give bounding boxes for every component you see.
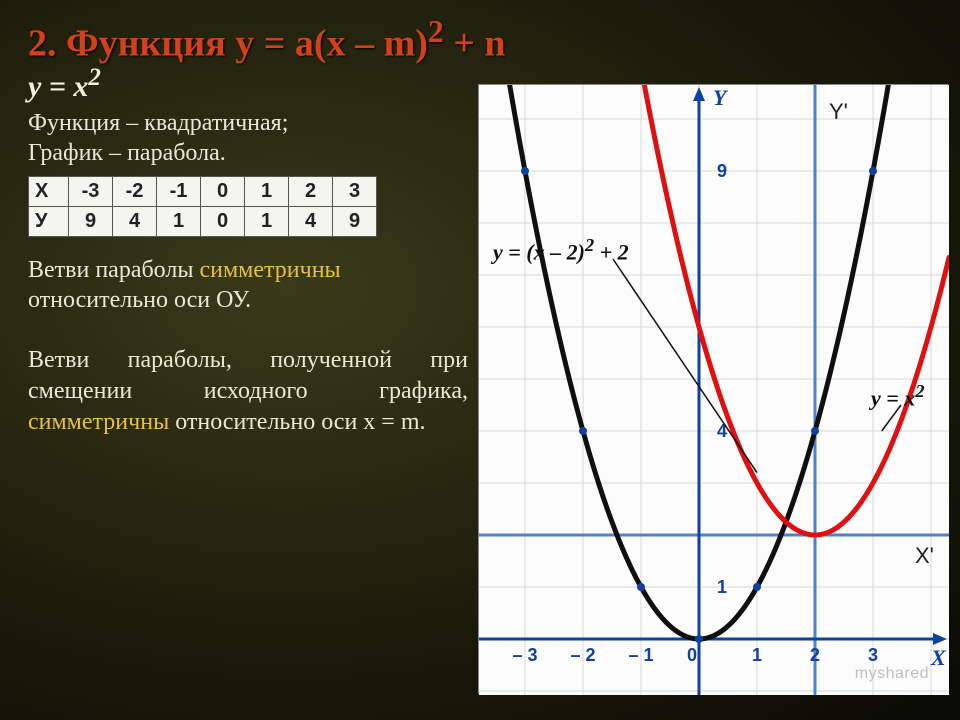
x-cell: 2	[289, 177, 333, 207]
x-prime-label: X'	[915, 543, 934, 569]
svg-text:3: 3	[868, 645, 878, 665]
svg-text:– 1: – 1	[628, 645, 653, 665]
watermark: myshared	[855, 665, 929, 683]
chart-area: – 3– 2– 11231490XY Y' X' y = x2 y = (x –…	[478, 84, 948, 694]
svg-text:9: 9	[717, 161, 727, 181]
equation-main: y = x2	[28, 64, 458, 104]
y-cell: 1	[245, 207, 289, 237]
y-cell: 1	[157, 207, 201, 237]
x-cell: 3	[333, 177, 377, 207]
svg-text:1: 1	[717, 577, 727, 597]
desc-line-2: График – парабола.	[28, 138, 458, 168]
svg-text:2: 2	[810, 645, 820, 665]
x-cell: 0	[201, 177, 245, 207]
x-cell: -3	[69, 177, 113, 207]
svg-text:– 3: – 3	[512, 645, 537, 665]
y-cell: 0	[201, 207, 245, 237]
x-cell: 1	[245, 177, 289, 207]
curve-label-base: y = x2	[871, 381, 924, 411]
x-cell: -2	[113, 177, 157, 207]
svg-text:0: 0	[687, 645, 697, 665]
left-column: y = x2 Функция – квадратичная; График – …	[28, 64, 458, 439]
x-cell: -1	[157, 177, 201, 207]
y-cell: 4	[113, 207, 157, 237]
paragraph-1: Ветви параболы симметричны относительно …	[28, 255, 458, 315]
svg-text:1: 1	[752, 645, 762, 665]
value-table: X -3 -2 -1 0 1 2 3 У 9 4 1 0 1 4 9	[28, 176, 377, 237]
y-cell: 9	[69, 207, 113, 237]
row-header-y: У	[29, 207, 69, 237]
table-row: У 9 4 1 0 1 4 9	[29, 207, 377, 237]
table-row: X -3 -2 -1 0 1 2 3	[29, 177, 377, 207]
y-prime-label: Y'	[829, 99, 848, 125]
svg-text:– 2: – 2	[570, 645, 595, 665]
y-cell: 4	[289, 207, 333, 237]
svg-text:X: X	[930, 645, 947, 670]
desc-line-1: Функция – квадратичная;	[28, 108, 458, 138]
slide-title: 2. Функция y = a(x – m)2 + n	[0, 0, 960, 66]
svg-text:4: 4	[717, 421, 727, 441]
row-header-x: X	[29, 177, 69, 207]
curve-label-shifted: y = (x – 2)2 + 2	[493, 235, 629, 265]
paragraph-2: Ветви параболы, полученной при смещении …	[28, 345, 468, 439]
y-cell: 9	[333, 207, 377, 237]
